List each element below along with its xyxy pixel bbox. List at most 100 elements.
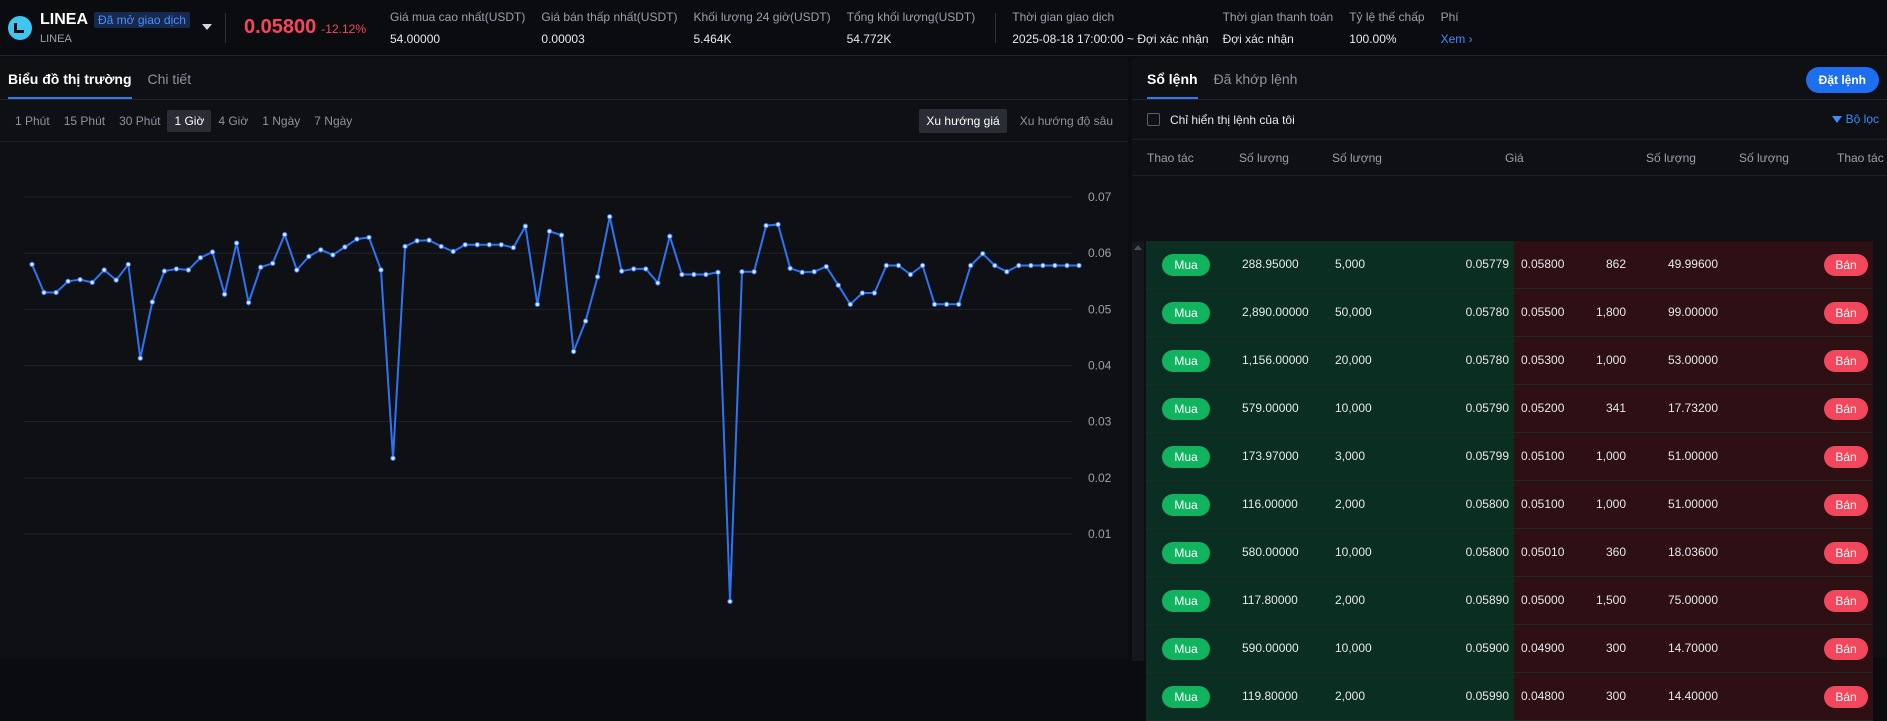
sell-button[interactable]: Bán — [1824, 350, 1868, 372]
stat-fee: Phí Xem › — [1441, 10, 1489, 46]
interval-1h[interactable]: 1 Giờ — [167, 109, 212, 132]
bid-price: 0.05800 — [1465, 545, 1509, 559]
orderbook-row: Mua 116.00000 2,000 0.05800 0.05100 1,000 51.0… — [1132, 481, 1887, 529]
buy-button[interactable]: Mua — [1162, 350, 1210, 372]
orderbook-panel: Sổ lệnh Đã khớp lệnh Đặt lệnh Chỉ hiển t… — [1132, 58, 1887, 721]
price-point — [847, 301, 853, 308]
price-point — [462, 242, 468, 248]
price-point — [787, 265, 793, 272]
price-point — [835, 282, 841, 288]
sell-button[interactable]: Bán — [1824, 254, 1868, 276]
interval-4h[interactable]: 4 Giờ — [218, 113, 249, 128]
trading-status-badge: Đã mở giao dịch — [94, 11, 190, 28]
place-order-button[interactable]: Đặt lệnh — [1805, 67, 1879, 93]
tab-order-book[interactable]: Sổ lệnh — [1147, 71, 1198, 99]
price-line — [31, 216, 1079, 602]
depth-trend-button[interactable]: Xu hướng độ sâu — [1019, 114, 1113, 128]
header-action-sell: Thao tác — [1837, 150, 1884, 165]
buy-button[interactable]: Mua — [1162, 494, 1210, 516]
buy-button[interactable]: Mua — [1162, 638, 1210, 660]
ask-price: 0.04900 — [1521, 641, 1565, 655]
token-selector[interactable]: LINEA Đã mở giao dịch LINEA — [0, 0, 225, 56]
buy-button[interactable]: Mua — [1162, 254, 1210, 276]
y-tick-label: 0.05 — [1088, 302, 1112, 316]
only-mine-checkbox[interactable] — [1147, 113, 1160, 126]
price-point — [342, 244, 348, 250]
buy-button[interactable]: Mua — [1162, 398, 1210, 420]
price-point — [1004, 269, 1010, 275]
ask-price: 0.05000 — [1521, 593, 1565, 607]
price-trend-button[interactable]: Xu hướng giá — [919, 109, 1007, 133]
stat-value: 5.464K — [693, 31, 732, 46]
price-point — [450, 248, 456, 255]
ask-depth-bg — [1514, 433, 1873, 481]
buy-button[interactable]: Mua — [1162, 542, 1210, 564]
ask-total: 51.00000 — [1667, 449, 1718, 463]
interval-30m[interactable]: 30 Phút — [119, 113, 161, 128]
price-point — [330, 252, 336, 258]
price-point — [739, 269, 745, 275]
sell-button[interactable]: Bán — [1824, 446, 1868, 468]
sell-button[interactable]: Bán — [1824, 686, 1868, 708]
sell-button[interactable]: Bán — [1824, 302, 1868, 324]
bid-total: 116.00000 — [1242, 497, 1298, 511]
bid-qty: 10,000 — [1335, 401, 1372, 415]
bid-total: 590.00000 — [1242, 641, 1299, 655]
scroll-up-icon[interactable] — [1134, 245, 1142, 250]
filter-label: Bộ lọc — [1845, 112, 1879, 126]
ask-price: 0.05500 — [1521, 305, 1565, 319]
stat-trading-time: Thời gian giao dịch 2025-08-18 17:00:00 … — [1012, 10, 1222, 46]
price-point — [919, 262, 926, 269]
interval-7d[interactable]: 7 Ngày — [314, 113, 353, 128]
interval-1d[interactable]: 1 Ngày — [262, 113, 301, 128]
fee-view-link[interactable]: Xem › — [1441, 32, 1473, 46]
price-point — [137, 355, 144, 361]
price-point — [943, 301, 950, 308]
orderbook-header: Thao tác Số lượng Số lượng Giá Số lượng … — [1132, 140, 1887, 176]
price-point — [354, 236, 360, 242]
bid-total: 580.00000 — [1242, 545, 1299, 559]
stat-label: Thời gian giao dịch — [1012, 9, 1115, 24]
sell-button[interactable]: Bán — [1824, 638, 1868, 660]
stat-label: Giá mua cao nhất(USDT) — [390, 9, 526, 24]
token-subname: LINEA — [40, 32, 72, 45]
bid-qty: 50,000 — [1335, 305, 1372, 319]
price-chart[interactable]: 0.07 0.06 0.05 0.04 0.03 0.02 0.01 — [0, 144, 1128, 658]
sell-button[interactable]: Bán — [1824, 398, 1868, 420]
ask-depth-bg — [1514, 337, 1873, 385]
stat-volume-24h: Khối lượng 24 giờ(USDT) 5.464K — [693, 10, 846, 46]
buy-button[interactable]: Mua — [1162, 686, 1210, 708]
sell-button[interactable]: Bán — [1824, 590, 1868, 612]
chevron-down-icon[interactable] — [202, 23, 212, 30]
ask-total: 51.00000 — [1667, 497, 1718, 511]
price-point — [823, 263, 829, 270]
tab-filled-orders[interactable]: Đã khớp lệnh — [1213, 71, 1298, 87]
price-point — [667, 233, 673, 240]
filter-button[interactable]: Bộ lọc — [1831, 112, 1879, 126]
header-divider — [225, 12, 226, 43]
ask-depth-bg — [1514, 385, 1873, 433]
buy-button[interactable]: Mua — [1162, 590, 1210, 612]
sell-button[interactable]: Bán — [1824, 494, 1868, 516]
tab-details[interactable]: Chi tiết — [147, 71, 192, 87]
price-point — [426, 237, 432, 243]
sell-button[interactable]: Bán — [1824, 542, 1868, 564]
header-action-buy: Thao tác — [1147, 150, 1194, 165]
row-divider — [1146, 480, 1873, 481]
orderbook-scrollbar[interactable] — [1132, 241, 1144, 661]
buy-button[interactable]: Mua — [1162, 302, 1210, 324]
chart-view-toggle: Xu hướng giá Xu hướng độ sâu — [919, 109, 1120, 133]
orderbook-row: Mua 117.80000 2,000 0.05890 0.05000 1,500 75.0… — [1132, 577, 1887, 625]
price-point — [931, 301, 938, 308]
fee-view-label: Xem — [1440, 31, 1466, 46]
tab-market-chart[interactable]: Biểu đồ thị trường — [8, 71, 132, 99]
orderbook-tabs: Sổ lệnh Đã khớp lệnh Đặt lệnh — [1132, 58, 1887, 100]
stat-value: Đợi xác nhận — [1222, 31, 1294, 46]
bid-qty: 20,000 — [1335, 353, 1372, 367]
row-divider — [1146, 624, 1873, 625]
interval-1m[interactable]: 1 Phút — [15, 113, 50, 128]
stat-value: 2025-08-18 17:00:00 ~ Đợi xác nhận — [1012, 31, 1209, 46]
buy-button[interactable]: Mua — [1162, 446, 1210, 468]
interval-15m[interactable]: 15 Phút — [63, 113, 106, 128]
price-point — [294, 267, 300, 273]
